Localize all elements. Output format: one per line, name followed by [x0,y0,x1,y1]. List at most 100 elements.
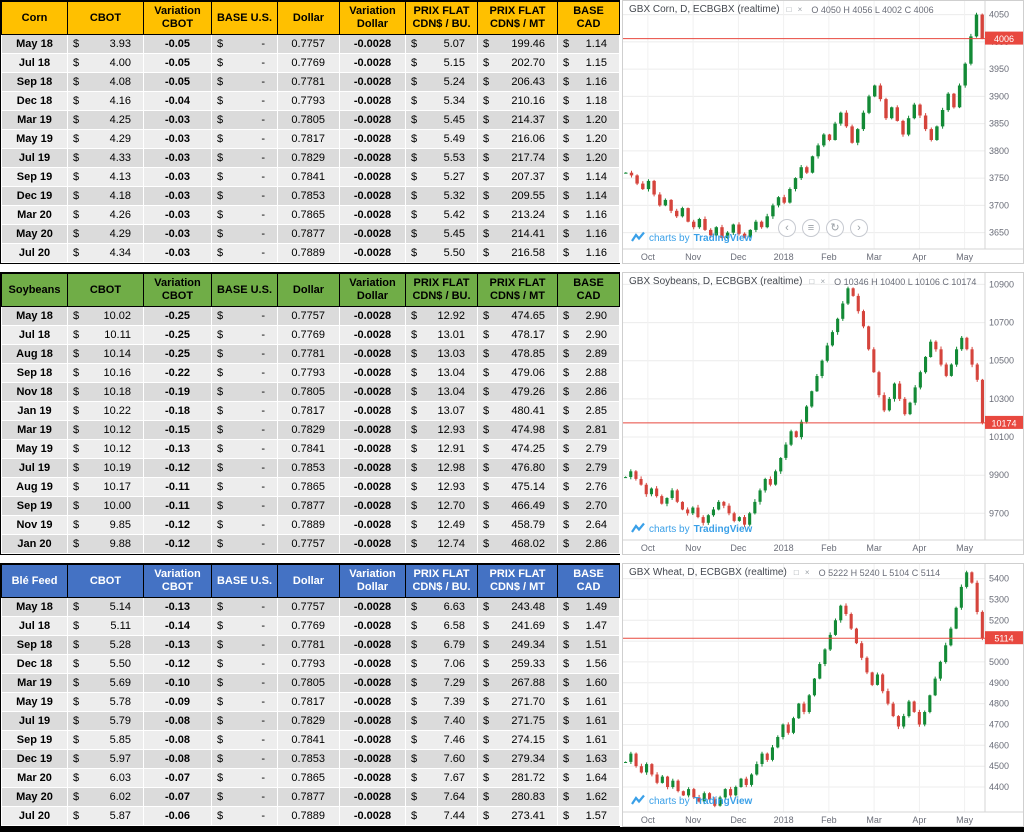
cell-value: - [261,810,265,822]
cell-money: $2.79 [557,458,620,478]
svg-text:10700: 10700 [989,318,1014,328]
cell-money: $5.69 [67,673,144,693]
currency-symbol: $ [411,405,418,417]
currency-symbol: $ [563,405,570,417]
watermark-brand: TradingView [693,232,753,244]
cell-value: 210.16 [511,95,545,107]
cell-money: $ - [211,458,278,478]
cell-num: 0.7817 [277,129,340,149]
cell-money: $ - [211,787,278,807]
cell-red: -0.25 [143,306,212,326]
cell-num: 0.7829 [277,711,340,731]
currency-symbol: $ [411,791,418,803]
cell-money: $ - [211,186,278,206]
column-header: PRIX FLAT CDN$ / BU. [405,273,478,307]
cell-value: 5.07 [443,38,465,50]
cell-value: 213.24 [511,209,545,221]
currency-symbol: $ [563,329,570,341]
cell-money: $5.07 [405,34,478,54]
wheat-table: Blé Feed CBOT Variation CBOT BASE U.S. Dolla… [1,564,620,826]
cell-money: $273.41 [477,806,558,826]
currency-symbol: $ [563,367,570,379]
currency-symbol: $ [483,462,490,474]
cell-month: Jul 20 [1,243,68,263]
currency-symbol: $ [411,639,418,651]
cell-money: $5.14 [67,597,144,617]
cell-red: -0.0028 [339,224,406,244]
cell-num: 0.7793 [277,654,340,674]
tradingview-watermark[interactable]: charts by TradingView [631,794,752,808]
cell-money: $217.74 [477,148,558,168]
currency-symbol: $ [411,810,418,822]
cell-value: 2.86 [585,538,607,550]
cell-num: 0.7889 [277,515,340,535]
cell-red: -0.03 [143,205,212,225]
cell-value: 2.76 [585,481,607,493]
cell-value: 216.58 [511,247,545,259]
currency-symbol: $ [73,367,80,379]
svg-text:4050: 4050 [989,10,1009,20]
currency-symbol: $ [411,696,418,708]
chart-plot-area[interactable]: 5400530052005100500049004800470046004500… [623,564,1023,826]
currency-symbol: $ [563,734,570,746]
currency-symbol: $ [411,228,418,240]
cell-money: $216.06 [477,129,558,149]
cell-red: -0.0028 [339,458,406,478]
cell-money: $10.16 [67,363,144,383]
cell-money: $4.29 [67,129,144,149]
cell-value: - [261,481,265,493]
cell-value: 10.17 [103,481,131,493]
cell-value: 12.92 [437,310,465,322]
column-header: Dollar [277,273,340,307]
cell-value: 10.00 [103,500,131,512]
cell-value: 7.67 [443,772,465,784]
corn-chart: 405040003950390038503800375037003650OctN… [622,0,1024,264]
cell-money: $13.01 [405,325,478,345]
tradingview-watermark[interactable]: charts by TradingView [631,522,752,536]
cell-money: $4.29 [67,224,144,244]
currency-symbol: $ [73,247,80,259]
currency-symbol: $ [411,519,418,531]
cell-value: - [261,171,265,183]
cell-money: $1.14 [557,167,620,187]
cell-value: 12.91 [437,443,465,455]
legend-collapse-close-icons[interactable]: □ × [786,5,805,14]
cell-red: -0.0028 [339,344,406,364]
cell-value: 216.06 [511,133,545,145]
cell-value: 5.87 [109,810,131,822]
column-header: BASE U.S. [211,273,278,307]
cell-money: $10.11 [67,325,144,345]
table-row: May 19 $4.29 -0.03 $ -0.7817 -0.0028 $5.49 $216… [1,129,620,149]
currency-symbol: $ [483,810,490,822]
currency-symbol: $ [563,424,570,436]
svg-text:4400: 4400 [989,782,1009,792]
cell-red: -0.03 [143,243,212,263]
scroll-right-icon[interactable]: › [850,219,868,237]
legend-collapse-close-icons[interactable]: □ × [793,568,812,577]
cell-value: 1.14 [585,38,607,50]
cell-money: $ - [211,692,278,712]
cell-money: $5.28 [67,635,144,655]
tradingview-watermark[interactable]: charts by TradingView [631,231,752,245]
cell-money: $ - [211,420,278,440]
currency-symbol: $ [483,639,490,651]
reset-zoom-icon[interactable]: ↻ [826,219,844,237]
cell-red: -0.03 [143,167,212,187]
svg-text:3950: 3950 [989,64,1009,74]
legend-collapse-close-icons[interactable]: □ × [809,277,828,286]
cell-num: 0.7841 [277,439,340,459]
cell-value: - [261,538,265,550]
cell-value: 5.79 [109,715,131,727]
scroll-left-icon[interactable]: ‹ [778,219,796,237]
column-header: Variation CBOT [143,1,212,35]
currency-symbol: $ [217,114,224,126]
menu-icon[interactable]: ≡ [802,219,820,237]
cell-value: 1.61 [585,715,607,727]
chart-plot-area[interactable]: 10900 10700 10500 10300 10100 9900 9700 Oct Nov D… [623,273,1023,554]
currency-symbol: $ [483,500,490,512]
cell-money: $476.80 [477,458,558,478]
currency-symbol: $ [563,772,570,784]
cell-red: -0.0028 [339,673,406,693]
currency-symbol: $ [73,152,80,164]
cell-value: 5.14 [109,601,131,613]
